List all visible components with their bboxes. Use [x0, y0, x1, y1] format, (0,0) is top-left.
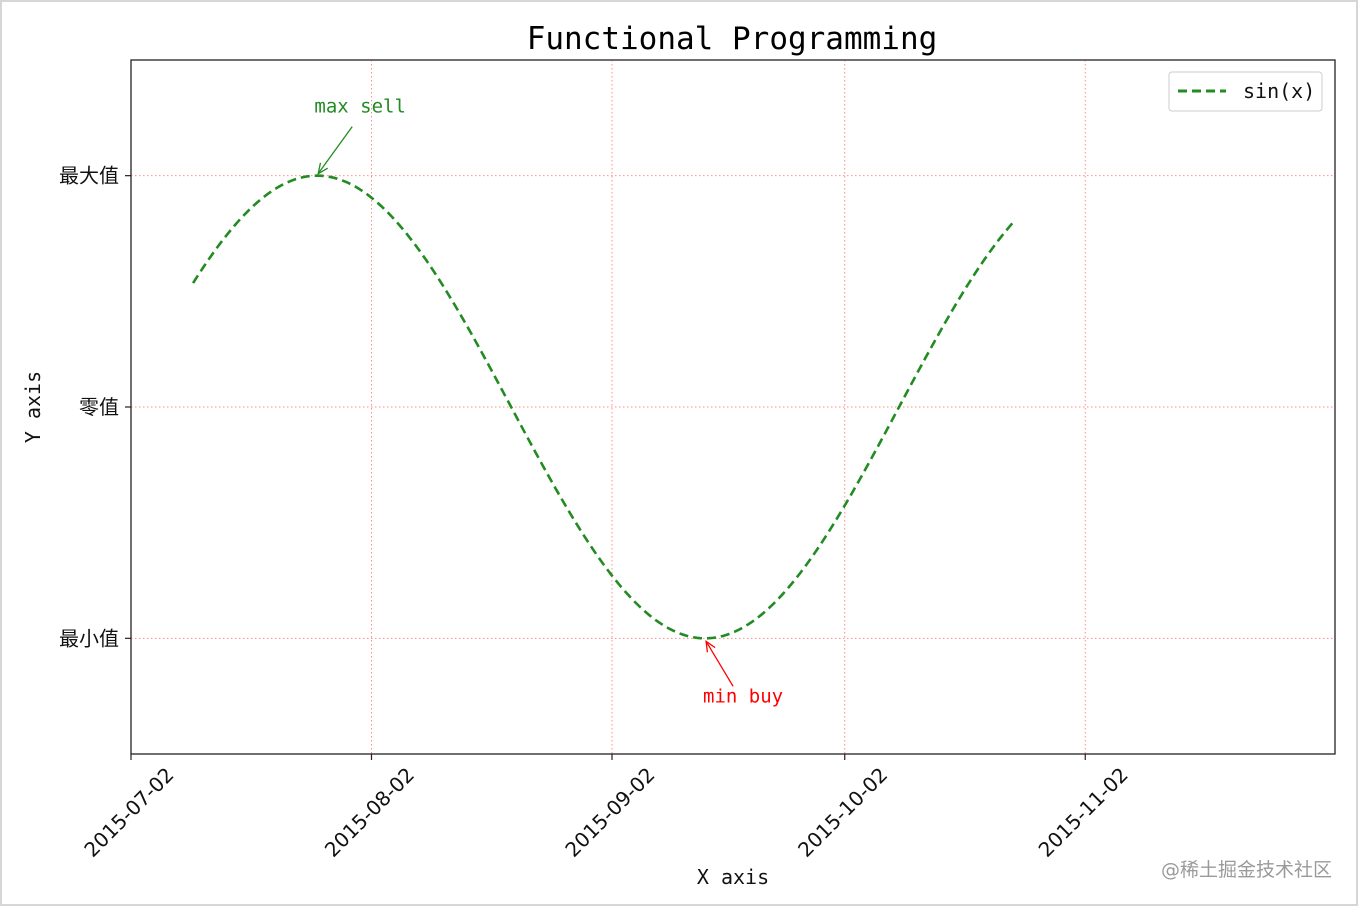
- x-tick-label: 2015-10-02: [793, 763, 892, 862]
- legend-label-sin: sin(x): [1243, 79, 1315, 103]
- chart-title: Functional Programming: [527, 21, 938, 57]
- x-tick-label: 2015-09-02: [560, 763, 659, 862]
- annotation-arrow: [705, 640, 734, 687]
- annotation-arrow: [317, 126, 353, 175]
- axis-ticks: 2015-07-02 2015-08-02 2015-09-02 2015-10-02…: [59, 164, 1133, 862]
- series-group: [191, 174, 1017, 640]
- y-tick-label: 最小值: [59, 626, 119, 650]
- annotation-arrowhead: [705, 639, 716, 653]
- annotation-label: min buy: [703, 685, 783, 707]
- x-tick-label: 2015-11-02: [1034, 763, 1133, 862]
- legend: sin(x): [1168, 71, 1323, 112]
- x-tick-label: 2015-07-02: [79, 763, 178, 862]
- series-line-sin: [191, 174, 1017, 640]
- annotation-label: max sell: [314, 96, 406, 118]
- watermark: @稀土掘金技术社区: [1160, 859, 1332, 881]
- legend-box: [1168, 71, 1323, 112]
- y-tick-label: 最大值: [59, 164, 119, 188]
- y-tick-label: 零值: [79, 395, 119, 419]
- grid: [131, 60, 1335, 754]
- annotation-arrowhead: [317, 162, 329, 175]
- x-tick-label: 2015-08-02: [320, 763, 419, 862]
- annotations: max sell min buy: [314, 96, 783, 708]
- y-axis-label: Y axis: [21, 371, 45, 443]
- x-axis-label: X axis: [697, 865, 769, 889]
